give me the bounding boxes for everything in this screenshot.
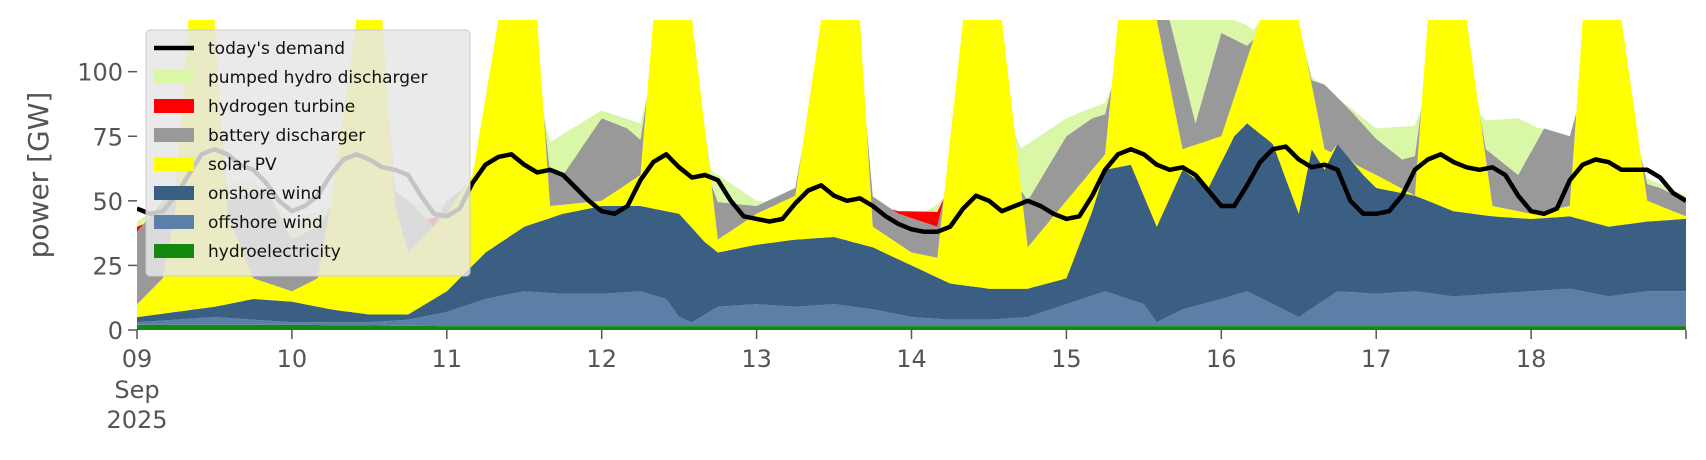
legend-item-offshore-wind: offshore wind — [154, 213, 323, 233]
y-tick-label: 100 — [77, 59, 123, 87]
legend-label: solar PV — [208, 155, 277, 175]
x-tick-sublabel: Sep — [114, 376, 159, 404]
x-tick-label: 14 — [896, 345, 927, 373]
x-tick-label: 13 — [741, 345, 772, 373]
legend-item-pumped-hydro-discharger: pumped hydro discharger — [154, 68, 427, 88]
legend-label: onshore wind — [208, 184, 322, 204]
y-tick-label: 25 — [92, 252, 123, 280]
y-tick-label: 0 — [108, 317, 123, 345]
legend-label: hydrogen turbine — [208, 97, 355, 117]
legend-swatch — [154, 157, 194, 171]
legend-swatch — [154, 70, 194, 84]
y-tick-label: 50 — [92, 188, 123, 216]
legend-swatch — [154, 244, 194, 258]
legend-swatch — [154, 128, 194, 142]
area-solar-pv — [137, 20, 1686, 318]
legend-label: hydroelectricity — [208, 242, 341, 262]
x-tick-sublabel: 2025 — [106, 406, 167, 434]
x-tick-label: 16 — [1206, 345, 1237, 373]
legend-label: today's demand — [208, 39, 345, 59]
legend-item-hydrogen-turbine: hydrogen turbine — [154, 97, 355, 117]
x-tick-label: 18 — [1516, 345, 1547, 373]
legend-swatch — [154, 186, 194, 200]
area-hydroelectricity — [137, 324, 1686, 330]
area-offshore-wind — [137, 288, 1686, 327]
x-tick-label: 12 — [586, 345, 617, 373]
x-tick-label: 17 — [1361, 345, 1392, 373]
x-tick-label: 11 — [432, 345, 463, 373]
legend-item-today-s-demand: today's demand — [154, 39, 345, 59]
legend-item-solar-pv: solar PV — [154, 155, 277, 175]
legend-item-battery-discharger: battery discharger — [154, 126, 365, 146]
legend-label: battery discharger — [208, 126, 365, 146]
x-tick-label: 10 — [277, 345, 308, 373]
legend: today's demand pumped hydro discharger hyd… — [145, 29, 471, 277]
x-tick-label: 09 — [122, 345, 153, 373]
y-tick-label: 75 — [92, 123, 123, 151]
legend-box — [145, 29, 471, 277]
legend-item-hydroelectricity: hydroelectricity — [154, 242, 341, 262]
legend-label: offshore wind — [208, 213, 323, 233]
legend-swatch — [154, 99, 194, 113]
area-onshore-wind — [137, 123, 1686, 323]
x-tick-label: 15 — [1051, 345, 1082, 373]
area-pumped-hydro-discharger — [137, 20, 1686, 240]
legend-swatch — [154, 215, 194, 229]
y-axis-label: power [GW] — [22, 92, 55, 259]
legend-item-onshore-wind: onshore wind — [154, 184, 322, 204]
legend-label: pumped hydro discharger — [208, 68, 427, 88]
